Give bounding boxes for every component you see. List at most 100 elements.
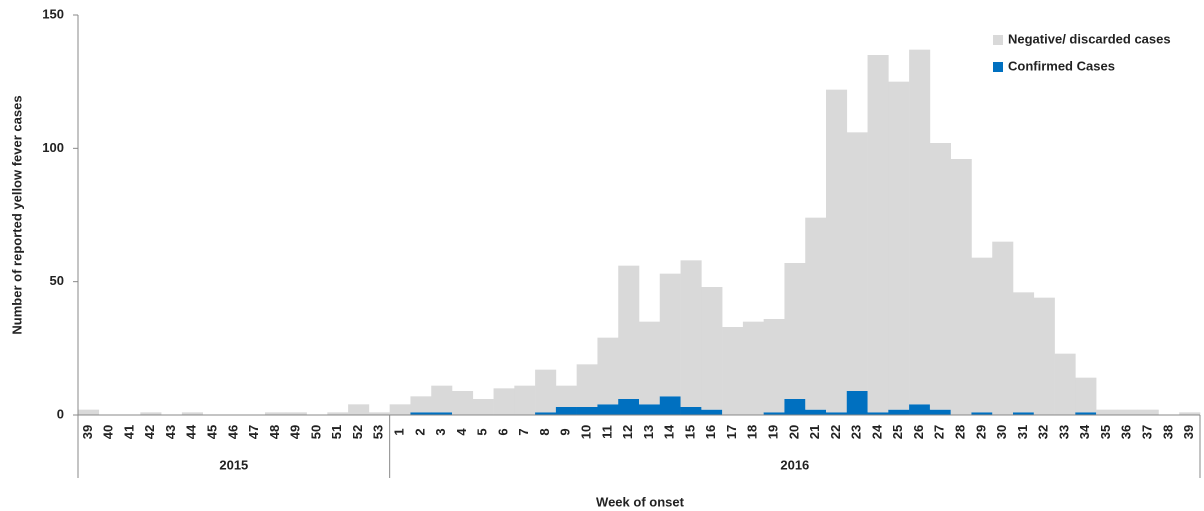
x-tick-label: 37 xyxy=(1139,425,1154,439)
legend-swatch xyxy=(993,62,1003,72)
y-tick-label: 150 xyxy=(42,6,64,21)
x-tick-label: 21 xyxy=(807,425,822,439)
legend-label: Confirmed Cases xyxy=(1008,58,1115,73)
bar xyxy=(909,49,931,405)
bar xyxy=(555,407,577,415)
x-tick-label: 36 xyxy=(1119,425,1134,439)
bar xyxy=(639,321,661,405)
x-tick-label: 25 xyxy=(890,425,905,439)
bar xyxy=(1116,409,1138,415)
y-axis-label: Number of reported yellow fever cases xyxy=(9,95,24,334)
x-tick-label: 17 xyxy=(724,425,739,439)
x-tick-label: 46 xyxy=(225,425,240,439)
bar xyxy=(742,321,764,415)
bar xyxy=(1054,353,1076,415)
bar xyxy=(1096,409,1118,415)
bar xyxy=(805,409,827,415)
x-tick-label: 5 xyxy=(475,428,490,435)
x-tick-label: 52 xyxy=(350,425,365,439)
bar xyxy=(555,385,577,407)
bar xyxy=(1075,377,1097,413)
x-tick-label: 43 xyxy=(163,425,178,439)
x-tick-label: 32 xyxy=(1036,425,1051,439)
bar xyxy=(659,396,681,415)
bar xyxy=(597,404,619,415)
bar xyxy=(763,412,785,415)
bar xyxy=(826,412,848,415)
x-group-label: 2015 xyxy=(219,457,248,472)
x-tick-label: 8 xyxy=(537,428,552,435)
bar xyxy=(909,404,931,415)
bar xyxy=(659,273,681,397)
y-tick-label: 100 xyxy=(42,140,64,155)
x-tick-label: 28 xyxy=(952,425,967,439)
bar xyxy=(929,143,951,410)
x-tick-label: 6 xyxy=(495,428,510,435)
x-tick-label: 35 xyxy=(1098,425,1113,439)
bar xyxy=(78,409,100,415)
x-tick-label: 51 xyxy=(329,425,344,439)
bar xyxy=(763,319,785,413)
bar xyxy=(576,407,598,415)
bar xyxy=(140,412,162,415)
x-tick-label: 26 xyxy=(911,425,926,439)
bar xyxy=(181,412,203,415)
bar xyxy=(846,391,868,415)
bar xyxy=(285,412,307,415)
bar xyxy=(472,399,494,415)
x-tick-label: 9 xyxy=(558,428,573,435)
x-tick-label: 20 xyxy=(786,425,801,439)
x-tick-label: 13 xyxy=(641,425,656,439)
bar xyxy=(971,257,993,413)
x-tick-label: 4 xyxy=(454,428,469,436)
bar xyxy=(265,412,287,415)
x-tick-label: 12 xyxy=(620,425,635,439)
bar xyxy=(805,217,827,410)
x-tick-label: 14 xyxy=(662,424,677,439)
bar xyxy=(701,409,723,415)
x-tick-label: 40 xyxy=(101,425,116,439)
x-tick-label: 3 xyxy=(433,428,448,435)
x-tick-label: 16 xyxy=(703,425,718,439)
x-tick-label: 39 xyxy=(1181,425,1196,439)
x-tick-label: 38 xyxy=(1160,425,1175,439)
bar xyxy=(639,404,661,415)
bar xyxy=(826,89,848,413)
bar xyxy=(431,412,453,415)
bar xyxy=(327,412,349,415)
x-tick-label: 15 xyxy=(682,425,697,439)
bar xyxy=(950,159,972,415)
bar xyxy=(867,55,889,413)
x-tick-label: 44 xyxy=(184,424,199,439)
bar xyxy=(410,396,432,413)
bar xyxy=(867,412,889,415)
x-axis-label: Week of onset xyxy=(596,494,685,509)
bar xyxy=(618,265,640,399)
bar xyxy=(535,412,557,415)
bar xyxy=(888,81,910,410)
bar xyxy=(493,388,515,415)
x-tick-label: 1 xyxy=(391,428,406,435)
x-tick-label: 31 xyxy=(1015,425,1030,439)
x-tick-label: 19 xyxy=(765,425,780,439)
bar xyxy=(992,241,1014,415)
x-tick-label: 29 xyxy=(973,425,988,439)
x-tick-label: 34 xyxy=(1077,424,1092,439)
bar xyxy=(846,132,868,392)
bar xyxy=(784,399,806,415)
x-tick-label: 42 xyxy=(142,425,157,439)
x-tick-label: 7 xyxy=(516,428,531,435)
x-tick-label: 10 xyxy=(578,425,593,439)
legend-swatch xyxy=(993,35,1003,45)
bar xyxy=(618,399,640,415)
x-tick-label: 22 xyxy=(828,425,843,439)
bar xyxy=(1013,412,1035,415)
x-group-label: 2016 xyxy=(780,457,809,472)
x-tick-label: 47 xyxy=(246,425,261,439)
x-tick-label: 27 xyxy=(932,425,947,439)
x-tick-label: 11 xyxy=(599,425,614,439)
bar xyxy=(888,409,910,415)
bar xyxy=(929,409,951,415)
bar xyxy=(576,364,598,407)
bar xyxy=(514,385,536,415)
